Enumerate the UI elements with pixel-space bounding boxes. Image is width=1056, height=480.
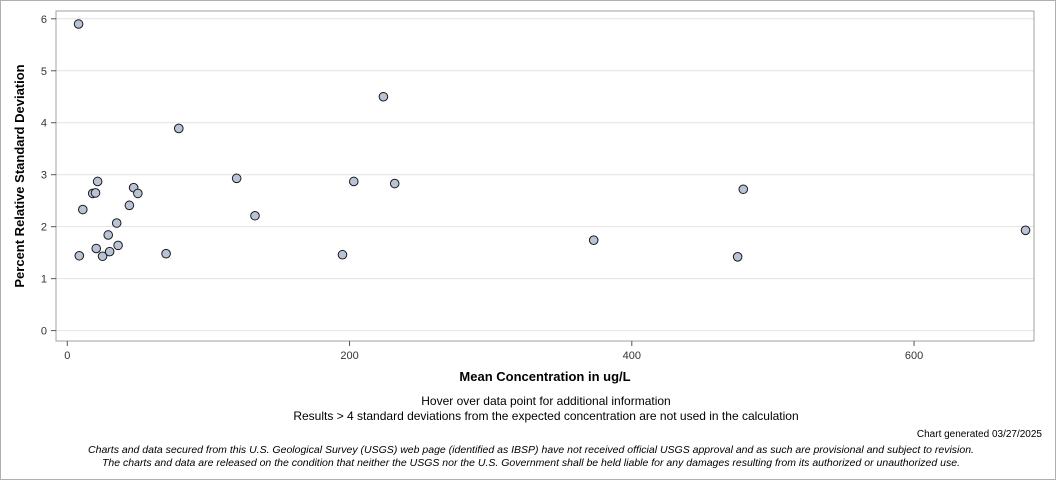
data-point[interactable]	[732, 252, 743, 262]
data-point[interactable]	[92, 176, 103, 187]
x-axis-label: Mean Concentration in ug/L	[459, 369, 630, 384]
data-point[interactable]	[90, 188, 101, 198]
data-point[interactable]	[124, 200, 135, 211]
x-tick-label: 0	[64, 350, 70, 362]
y-tick-label: 5	[41, 66, 47, 78]
data-point[interactable]	[97, 251, 108, 262]
y-tick-label: 4	[41, 118, 47, 130]
y-tick-label: 3	[41, 170, 47, 182]
x-tick-label: 600	[905, 350, 923, 362]
data-point[interactable]	[1020, 225, 1031, 236]
data-point[interactable]	[337, 249, 348, 260]
data-point[interactable]	[173, 123, 184, 134]
y-tick-label: 0	[41, 326, 47, 338]
data-point[interactable]	[231, 173, 242, 184]
axis-ticks: 0 1 2 3 4 5 6 0 200 400 600	[41, 14, 923, 362]
data-point[interactable]	[111, 218, 122, 228]
chart-generated-date: Chart generated 03/27/2025	[916, 429, 1042, 440]
data-point[interactable]	[378, 91, 389, 102]
data-point[interactable]	[133, 188, 143, 199]
data-point[interactable]	[74, 250, 85, 261]
data-point[interactable]	[588, 235, 599, 245]
data-point[interactable]	[738, 184, 749, 195]
data-point[interactable]	[348, 176, 359, 187]
y-tick-label: 1	[41, 274, 47, 286]
data-point[interactable]	[91, 243, 102, 254]
plot-area-border	[55, 10, 1035, 342]
y-tick-label: 6	[41, 14, 47, 26]
y-axis-label: Percent Relative Standard Deviation	[12, 64, 27, 287]
data-point[interactable]	[103, 230, 114, 240]
data-point[interactable]	[389, 178, 400, 189]
data-point[interactable]	[161, 248, 171, 259]
scatter-chart: 0 1 2 3 4 5 6 0 200 400 600 Mean Concentration in …	[12, 10, 1035, 384]
data-points	[73, 19, 1031, 262]
disclaimer-line-2: The charts and data are released on the …	[102, 457, 960, 469]
disclaimer-line-1: Charts and data secured from this U.S. G…	[88, 444, 974, 456]
y-tick-label: 2	[41, 222, 47, 234]
hover-note: Hover over data point for additional inf…	[421, 394, 671, 408]
x-tick-label: 200	[340, 350, 358, 362]
data-point[interactable]	[78, 204, 88, 215]
grid-lines	[56, 18, 1034, 332]
results-note: Results > 4 standard deviations from the…	[293, 409, 799, 423]
data-point[interactable]	[113, 240, 123, 251]
data-point[interactable]	[250, 210, 260, 221]
data-point[interactable]	[104, 246, 115, 257]
data-point[interactable]	[73, 19, 84, 29]
x-tick-label: 400	[623, 350, 641, 362]
